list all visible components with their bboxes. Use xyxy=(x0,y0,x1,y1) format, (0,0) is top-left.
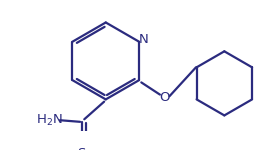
Text: S: S xyxy=(77,147,86,150)
Text: N: N xyxy=(138,33,148,46)
Text: O: O xyxy=(159,91,170,104)
Text: H$_2$N: H$_2$N xyxy=(36,113,63,128)
